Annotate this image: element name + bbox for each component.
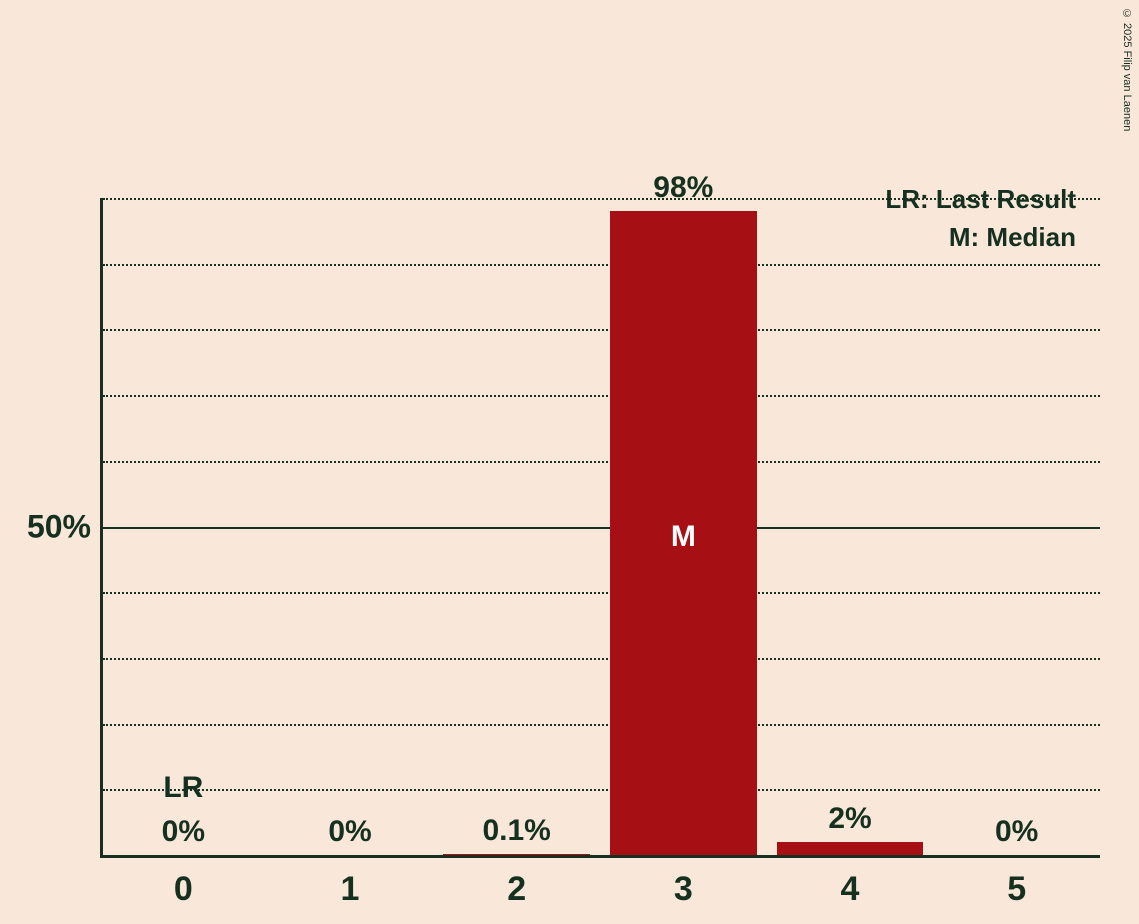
x-axis-tick-label: 1 — [341, 870, 360, 909]
bar-value-label: 2% — [828, 802, 871, 836]
legend-m: M: Median — [949, 222, 1076, 253]
x-axis-tick-label: 5 — [1007, 870, 1026, 909]
bar-value-label: 98% — [653, 171, 713, 205]
x-axis-tick-label: 0 — [174, 870, 193, 909]
bar — [777, 842, 924, 855]
x-axis-tick-label: 4 — [841, 870, 860, 909]
last-result-marker: LR — [163, 771, 203, 805]
y-axis-line — [100, 198, 103, 858]
gridline-minor — [103, 592, 1100, 594]
gridline-major — [103, 527, 1100, 529]
median-marker: M — [610, 520, 757, 554]
bar-value-label: 0% — [162, 815, 205, 849]
gridline-minor — [103, 658, 1100, 660]
gridline-minor — [103, 789, 1100, 791]
x-axis-tick-label: 2 — [507, 870, 526, 909]
bar-value-label: 0.1% — [482, 814, 550, 848]
chart-plot-area: 0%LR0%0.1%M98%2%0% LR: Last Result M: Me… — [100, 198, 1100, 858]
x-axis-tick-label: 3 — [674, 870, 693, 909]
x-axis-line — [100, 855, 1100, 858]
bar: M — [610, 211, 757, 855]
gridline-minor — [103, 329, 1100, 331]
gridline-minor — [103, 264, 1100, 266]
copyright-text: © 2025 Filip van Laenen — [1121, 8, 1133, 131]
gridline-minor — [103, 724, 1100, 726]
gridline-minor — [103, 461, 1100, 463]
legend-lr: LR: Last Result — [885, 184, 1076, 215]
y-axis-tick-label: 50% — [27, 508, 91, 545]
bar-value-label: 0% — [328, 815, 371, 849]
gridline-minor — [103, 395, 1100, 397]
bar-value-label: 0% — [995, 815, 1038, 849]
